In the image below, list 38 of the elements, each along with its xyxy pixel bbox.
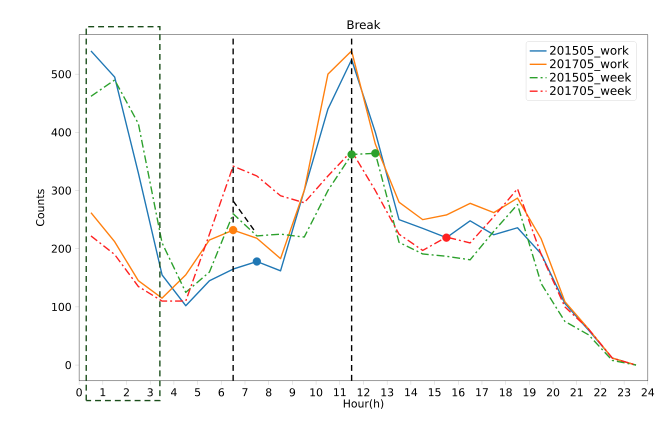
chart-title: Break <box>348 20 380 30</box>
x-tick-label: 19 <box>524 388 536 396</box>
x-tick-label: 18 <box>500 388 512 396</box>
y-tick-label: 100 <box>52 302 71 311</box>
legend-label: 201505_week <box>550 72 632 84</box>
x-tick-label: 20 <box>546 388 560 396</box>
x-tick-label: 13 <box>381 388 394 396</box>
x-tick-label: 12 <box>358 388 370 396</box>
x-axis-title: Hour(h) <box>344 399 384 409</box>
x-tick-label: 17 <box>476 388 488 396</box>
x-tick-label: 23 <box>618 388 630 396</box>
x-tick-label: 16 <box>452 388 464 396</box>
x-tick-label: 11 <box>334 388 346 396</box>
x-tick-label: 24 <box>642 388 654 396</box>
legend-label: 201505_work <box>550 46 629 58</box>
x-tick-label: 0 <box>76 388 82 396</box>
x-tick-label: 7 <box>242 388 248 396</box>
x-tick-label: 5 <box>194 388 200 396</box>
x-tick-label: 8 <box>266 388 272 396</box>
x-tick-label: 3 <box>148 388 153 396</box>
x-tick-label: 14 <box>405 388 418 396</box>
x-tick-label: 22 <box>594 388 606 396</box>
x-tick-label: 1 <box>100 388 106 396</box>
legend-label: 201705_work <box>550 58 629 71</box>
x-tick-label: 10 <box>310 388 322 396</box>
x-tick-label: 21 <box>570 388 583 396</box>
x-tick-label: 4 <box>170 388 177 396</box>
y-tick-label: 0 <box>66 360 71 370</box>
y-tick-label: 200 <box>52 244 71 253</box>
y-tick-label: 500 <box>52 70 71 78</box>
x-tick-label: 15 <box>428 388 441 396</box>
y-tick-label: 300 <box>52 186 71 194</box>
x-tick-label: 2 <box>124 388 129 396</box>
y-axis-title: Counts <box>36 189 44 226</box>
legend-label: 201705_week <box>550 86 632 98</box>
y-tick-label: 400 <box>52 128 71 136</box>
x-tick-label: 6 <box>218 388 224 396</box>
x-tick-label: 9 <box>290 388 296 396</box>
